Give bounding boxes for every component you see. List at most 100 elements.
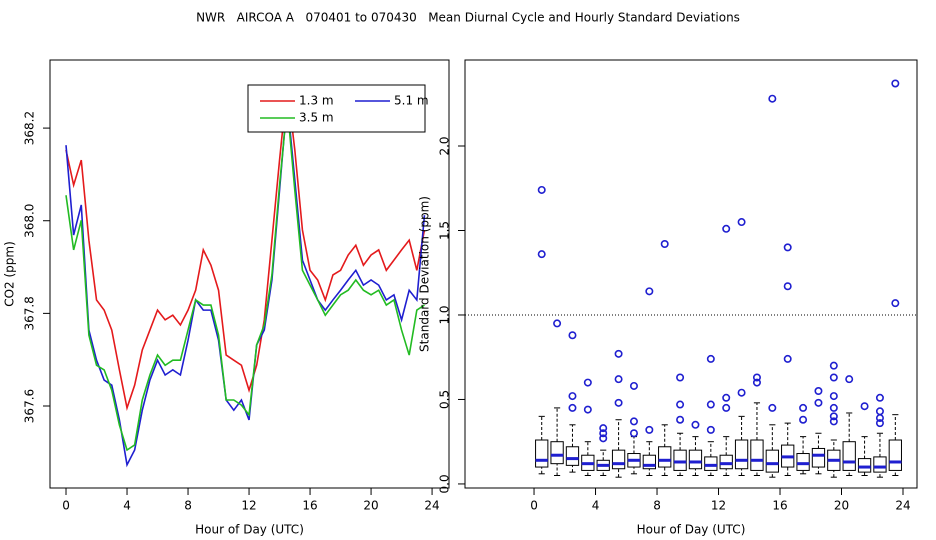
outlier (706, 425, 715, 434)
outlier (737, 388, 746, 397)
outlier (783, 354, 792, 363)
y-tick-label: 2.0 (438, 136, 452, 155)
box (673, 449, 687, 471)
outlier (722, 393, 731, 402)
outlier (614, 349, 623, 358)
box (611, 449, 626, 470)
y-tick-label: 367.6 (23, 389, 37, 423)
y-tick-label: 368.2 (23, 111, 37, 145)
box (642, 454, 656, 470)
outlier (629, 381, 638, 390)
box (565, 446, 580, 466)
x-axis-title: Hour of Day (UTC) (637, 523, 746, 537)
figure-title: NWR AIRCOA A 070401 to 070430 Mean Diurn… (196, 11, 740, 25)
outlier (599, 434, 608, 443)
outlier (860, 402, 869, 411)
outlier (676, 400, 685, 409)
x-tick-label: 12 (241, 499, 256, 513)
outlier (845, 375, 854, 384)
x-tick-label: 20 (834, 499, 849, 513)
outlier (752, 373, 761, 382)
box (811, 447, 826, 468)
outlier (737, 218, 746, 227)
series-line (65, 104, 425, 452)
box (842, 441, 856, 471)
outlier (583, 405, 592, 414)
outlier (553, 319, 562, 328)
x-tick-label: 20 (363, 499, 378, 513)
y-tick-label: 1.0 (438, 305, 452, 324)
plot-frame (464, 59, 918, 489)
legend-label: 1.3 m (299, 94, 334, 108)
outlier (676, 415, 685, 424)
outlier (722, 224, 731, 233)
x-tick-label: 0 (62, 499, 70, 513)
x-tick-label: 8 (184, 499, 192, 513)
outlier (814, 387, 823, 396)
x-tick-label: 8 (653, 499, 661, 513)
outlier (891, 299, 900, 308)
x-axis-title: Hour of Day (UTC) (195, 523, 304, 537)
outlier (783, 282, 792, 291)
outlier (768, 403, 777, 412)
x-tick-label: 24 (424, 499, 439, 513)
y-tick-label: 368.0 (23, 204, 37, 238)
box (796, 453, 810, 471)
box (550, 441, 564, 465)
x-tick-label: 12 (711, 499, 726, 513)
outlier (829, 392, 838, 401)
outlier (875, 419, 884, 428)
outlier (568, 392, 577, 401)
outlier (752, 378, 761, 387)
box (688, 449, 703, 470)
box (765, 449, 779, 473)
outlier (537, 185, 546, 194)
outlier (799, 403, 808, 412)
outlier (829, 403, 838, 412)
box (658, 446, 672, 468)
outlier (706, 354, 715, 363)
x-tick-label: 16 (772, 499, 787, 513)
x-tick-label: 24 (895, 499, 910, 513)
y-tick-label: 0.5 (438, 390, 452, 409)
x-tick-label: 16 (302, 499, 317, 513)
outlier (629, 429, 638, 438)
y-axis-title: Standard Deviation (ppm) (418, 196, 432, 352)
y-tick-label: 367.8 (23, 296, 37, 330)
outlier (875, 407, 884, 416)
series-line (65, 84, 426, 411)
outlier (706, 400, 715, 409)
outlier (583, 378, 592, 387)
x-tick-label: 4 (123, 499, 131, 513)
outlier (614, 398, 623, 407)
outlier (676, 373, 685, 382)
outlier (814, 398, 823, 407)
y-tick-label: 0.0 (438, 474, 452, 493)
box (734, 439, 749, 470)
outlier (537, 250, 546, 259)
outlier (722, 403, 731, 412)
legend: 1.3 m 5.1 m 3.5 m (247, 84, 429, 133)
outlier (645, 425, 654, 434)
y-tick-label: 1.5 (438, 221, 452, 240)
x-tick-label: 0 (530, 499, 538, 513)
legend-label: 3.5 m (299, 111, 334, 125)
box (704, 456, 718, 471)
box (857, 458, 872, 473)
y-axis-title: CO2 (ppm) (3, 241, 17, 307)
box (873, 456, 887, 473)
outlier (629, 417, 638, 426)
outlier (645, 287, 654, 296)
outlier (783, 243, 792, 252)
outlier (829, 417, 838, 426)
legend-frame (247, 84, 426, 133)
outlier (568, 331, 577, 340)
outlier (691, 420, 700, 429)
outlier (829, 412, 838, 421)
outlier (614, 375, 623, 384)
outlier (568, 403, 577, 412)
outlier (799, 415, 808, 424)
